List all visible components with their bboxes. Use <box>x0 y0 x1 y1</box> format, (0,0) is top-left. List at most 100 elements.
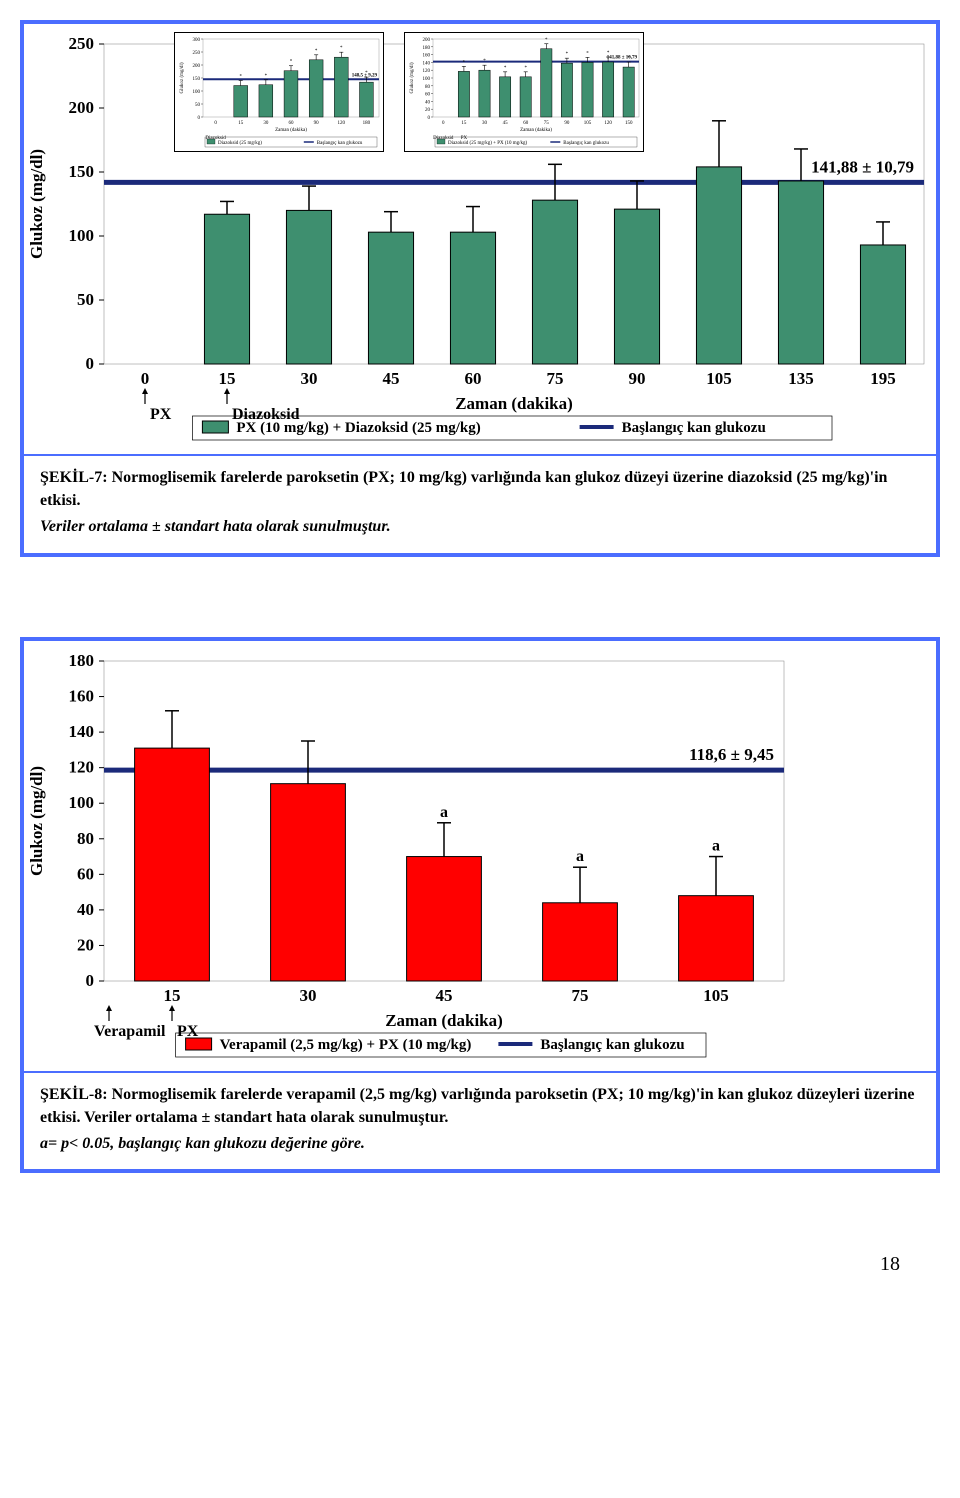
svg-text:100: 100 <box>423 77 431 82</box>
svg-text:45: 45 <box>436 986 453 1005</box>
svg-text:100: 100 <box>193 90 201 95</box>
svg-text:200: 200 <box>193 64 201 69</box>
inset-svg-2: 020406080100120140160180200Glukoz (mg/dl… <box>405 33 645 153</box>
svg-text:20: 20 <box>77 935 94 954</box>
svg-text:Zaman (dakika): Zaman (dakika) <box>385 1011 503 1030</box>
svg-text:*: * <box>265 74 268 79</box>
svg-text:250: 250 <box>69 34 95 53</box>
svg-text:50: 50 <box>195 103 201 108</box>
svg-text:180: 180 <box>69 651 95 670</box>
svg-text:*: * <box>545 38 548 43</box>
inset-chart-2: 020406080100120140160180200Glukoz (mg/dl… <box>404 32 644 152</box>
svg-text:160: 160 <box>423 54 431 59</box>
svg-text:40: 40 <box>77 899 94 918</box>
bar-chart-fig2: 020406080100120140160180Glukoz (mg/dl)15… <box>24 641 944 1071</box>
svg-text:80: 80 <box>77 828 94 847</box>
svg-text:*: * <box>524 66 527 71</box>
inset-svg-1: 050100150200250300Glukoz (mg/dl)0*15*30*… <box>175 33 385 153</box>
svg-text:135: 135 <box>788 369 814 388</box>
svg-text:Diazoksid (25 mg/kg): Diazoksid (25 mg/kg) <box>218 141 262 146</box>
svg-text:118,6 ± 9,45: 118,6 ± 9,45 <box>689 745 774 764</box>
svg-text:Verapamil (2,5 mg/kg) + PX (1: Verapamil (2,5 mg/kg) + PX (10 mg/kg) <box>220 1037 472 1053</box>
svg-text:75: 75 <box>544 121 550 126</box>
svg-text:50: 50 <box>77 290 94 309</box>
caption-title-8: ŞEKİL-8: Normoglisemik farelerde verapam… <box>40 1086 914 1126</box>
svg-text:Verapamil: Verapamil <box>94 1023 166 1040</box>
svg-text:*: * <box>566 52 569 57</box>
svg-text:Glukoz (mg/dl): Glukoz (mg/dl) <box>27 766 46 876</box>
svg-text:*: * <box>290 60 293 65</box>
svg-text:Başlangıç kan glukozu: Başlangıç kan glukozu <box>540 1037 684 1053</box>
svg-text:Glukoz (mg/dl): Glukoz (mg/dl) <box>410 62 415 93</box>
svg-text:Glukoz (mg/dl): Glukoz (mg/dl) <box>180 62 185 93</box>
svg-text:100: 100 <box>69 226 95 245</box>
figure-caption-8: ŞEKİL-8: Normoglisemik farelerde verapam… <box>24 1071 936 1170</box>
svg-text:180: 180 <box>423 46 431 51</box>
svg-text:45: 45 <box>383 369 400 388</box>
svg-text:30: 30 <box>263 121 269 126</box>
svg-text:140: 140 <box>423 61 431 66</box>
svg-text:60: 60 <box>523 121 529 126</box>
svg-text:60: 60 <box>77 864 94 883</box>
svg-text:105: 105 <box>703 986 729 1005</box>
svg-text:75: 75 <box>547 369 564 388</box>
svg-text:30: 30 <box>482 121 488 126</box>
svg-text:a: a <box>576 848 584 865</box>
svg-text:Zaman (dakika): Zaman (dakika) <box>455 394 573 413</box>
svg-text:90: 90 <box>629 369 646 388</box>
svg-text:140: 140 <box>69 722 95 741</box>
chart-area-fig1: 0 50 100 150 200 250 Glukoz (mg/dl) 0 PX 15 Diazok… <box>24 24 936 454</box>
svg-text:120: 120 <box>338 121 346 126</box>
svg-text:15: 15 <box>461 121 467 126</box>
svg-text:120: 120 <box>604 121 612 126</box>
svg-text:30: 30 <box>300 986 317 1005</box>
svg-text:141,88 ± 10,79: 141,88 ± 10,79 <box>607 56 638 61</box>
figure-caption-7: ŞEKİL-7: Normoglisemik farelerde parokse… <box>24 454 936 553</box>
svg-text:60: 60 <box>425 93 431 98</box>
svg-text:*: * <box>586 51 589 56</box>
svg-text:15: 15 <box>164 986 181 1005</box>
svg-text:40: 40 <box>425 100 431 105</box>
svg-text:Zaman (dakika): Zaman (dakika) <box>275 128 307 133</box>
svg-text:*: * <box>340 46 343 51</box>
svg-text:120: 120 <box>423 69 431 74</box>
svg-text:Başlangıç kan glukozu: Başlangıç kan glukozu <box>317 141 363 146</box>
svg-text:a: a <box>712 837 720 854</box>
svg-text:60: 60 <box>289 121 295 126</box>
svg-text:150: 150 <box>625 121 633 126</box>
svg-text:a: a <box>440 803 448 820</box>
svg-text:Diazoksid (25 mg/kg) + PX (10: Diazoksid (25 mg/kg) + PX (10 mg/kg) <box>448 141 528 146</box>
svg-text:0: 0 <box>86 971 95 990</box>
svg-text:15: 15 <box>238 121 244 126</box>
figure-sekil-7: 0 50 100 150 200 250 Glukoz (mg/dl) 0 PX 15 Diazok… <box>20 20 940 557</box>
svg-text:*: * <box>315 49 318 54</box>
svg-text:PX: PX <box>150 406 172 423</box>
caption-note-7: Veriler ortalama ± standart hata olarak … <box>40 518 391 535</box>
svg-text:PX (10 mg/kg) + Diazoksid (25: PX (10 mg/kg) + Diazoksid (25 mg/kg) <box>236 420 480 436</box>
svg-text:0: 0 <box>428 116 431 121</box>
inset-chart-1: 050100150200250300Glukoz (mg/dl)0*15*30*… <box>174 32 384 152</box>
svg-text:PX: PX <box>177 1023 199 1040</box>
svg-text:75: 75 <box>572 986 589 1005</box>
svg-text:120: 120 <box>69 757 95 776</box>
caption-note-8: a= p< 0.05, başlangıç kan glukozu değeri… <box>40 1135 365 1152</box>
svg-text:141,88 ± 10,79: 141,88 ± 10,79 <box>811 157 914 176</box>
svg-text:195: 195 <box>870 369 896 388</box>
svg-text:90: 90 <box>564 121 570 126</box>
svg-text:105: 105 <box>584 121 592 126</box>
svg-text:200: 200 <box>69 98 95 117</box>
svg-text:20: 20 <box>425 108 431 113</box>
chart-area-fig2: 020406080100120140160180Glukoz (mg/dl)15… <box>24 641 936 1071</box>
svg-text:105: 105 <box>706 369 732 388</box>
svg-text:0: 0 <box>214 121 217 126</box>
svg-text:180: 180 <box>363 121 371 126</box>
svg-text:250: 250 <box>193 51 201 56</box>
page-number: 18 <box>20 1253 940 1276</box>
svg-text:15: 15 <box>219 369 236 388</box>
svg-text:Zaman (dakika): Zaman (dakika) <box>520 128 552 133</box>
svg-text:300: 300 <box>193 38 201 43</box>
svg-text:160: 160 <box>69 686 95 705</box>
svg-text:Glukoz (mg/dl): Glukoz (mg/dl) <box>27 149 46 259</box>
svg-text:148,5 ± 9,29: 148,5 ± 9,29 <box>352 73 378 78</box>
svg-text:45: 45 <box>503 121 509 126</box>
